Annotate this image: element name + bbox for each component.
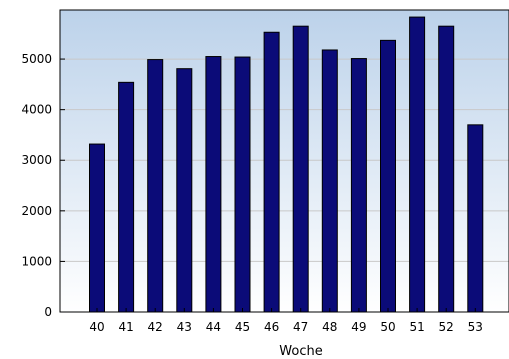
bar: [438, 25, 455, 313]
x-tick-label: 46: [264, 320, 279, 334]
x-tick-label: 50: [380, 320, 395, 334]
bar: [350, 58, 367, 313]
x-tick-label: 40: [89, 320, 104, 334]
bar: [409, 16, 426, 313]
y-tick-label: 4000: [21, 103, 52, 117]
bar: [234, 56, 251, 313]
y-axis: 0 1000 2000 3000 4000 5000: [21, 52, 65, 319]
y-tick-label: 0: [44, 305, 52, 319]
x-tick-label: 45: [235, 320, 250, 334]
bar: [263, 31, 280, 313]
y-tick-label: 5000: [21, 52, 52, 66]
bar: [118, 81, 135, 313]
y-tick-label: 3000: [21, 153, 52, 167]
x-tick-label: 52: [439, 320, 454, 334]
x-tick-label: 41: [118, 320, 133, 334]
x-tick-label: 44: [206, 320, 221, 334]
bar: [176, 68, 193, 313]
bar: [467, 124, 484, 313]
x-axis-title: Woche: [279, 344, 322, 359]
y-tick-label: 1000: [21, 254, 52, 268]
bar: [147, 59, 164, 313]
x-tick-label: 47: [293, 320, 308, 334]
bar: [380, 39, 396, 313]
bar: [205, 56, 222, 313]
bar: [89, 143, 105, 313]
bar: [321, 49, 338, 313]
x-tick-label: 49: [351, 320, 366, 334]
x-tick-label: 48: [322, 320, 337, 334]
x-axis: 40 41 42 43 44 45 46 47 48 49 50 51 52 53: [89, 308, 483, 334]
x-tick-label: 51: [409, 320, 424, 334]
x-tick-label: 43: [177, 320, 192, 334]
grid-lines: [60, 58, 509, 262]
x-tick-label: 53: [468, 320, 483, 334]
y-tick-label: 2000: [21, 204, 52, 218]
x-tick-label: 42: [148, 320, 163, 334]
bar: [292, 25, 309, 313]
plot-frame: [59, 9, 509, 313]
